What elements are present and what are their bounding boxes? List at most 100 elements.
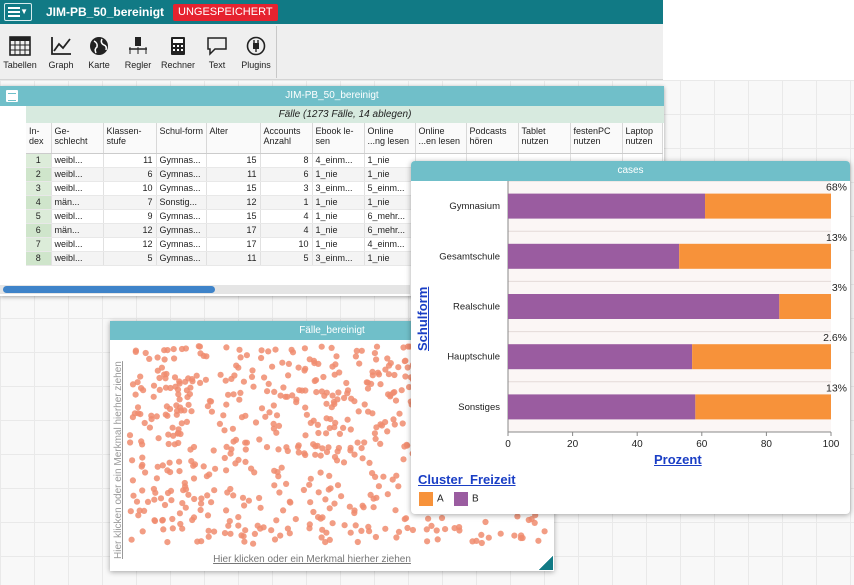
scatter-point[interactable] <box>197 379 204 386</box>
row-index-cell[interactable]: 5 <box>26 209 52 224</box>
scatter-point[interactable] <box>161 371 168 378</box>
scatter-point[interactable] <box>344 416 351 423</box>
scatter-point[interactable] <box>230 391 237 398</box>
scatter-point[interactable] <box>164 539 171 546</box>
scatter-point[interactable] <box>185 375 192 382</box>
table-cell[interactable]: 11 <box>206 167 261 182</box>
scatter-point[interactable] <box>478 531 485 538</box>
scatter-point[interactable] <box>302 404 309 411</box>
scatter-point[interactable] <box>135 512 142 519</box>
table-cell[interactable]: 15 <box>206 181 261 196</box>
row-index-cell[interactable]: 6 <box>26 223 52 238</box>
scatter-point[interactable] <box>404 343 412 350</box>
scatter-point[interactable] <box>377 421 384 428</box>
scatter-point[interactable] <box>424 538 431 545</box>
scatter-point[interactable] <box>183 418 190 425</box>
scatter-point[interactable] <box>277 392 284 399</box>
scatter-point[interactable] <box>261 374 268 381</box>
scatter-point[interactable] <box>204 403 211 410</box>
scatter-point[interactable] <box>370 504 377 511</box>
scatter-point[interactable] <box>356 360 363 367</box>
scatter-point[interactable] <box>280 507 287 514</box>
scatter-point[interactable] <box>438 514 446 522</box>
scatter-point[interactable] <box>351 509 358 517</box>
scatter-point[interactable] <box>314 421 321 428</box>
scatter-point[interactable] <box>400 456 407 463</box>
scatter-point[interactable] <box>369 470 376 477</box>
scatter-point[interactable] <box>240 533 247 540</box>
table-cell[interactable]: 4 <box>260 223 313 238</box>
scatter-point[interactable] <box>188 408 195 415</box>
table-cell[interactable]: Gymnas... <box>156 153 207 168</box>
case-table-window[interactable]: JIM-PB_50_bereinigt Fälle (1273 Fälle, 1… <box>0 86 664 296</box>
scatter-point[interactable] <box>205 527 212 534</box>
scatter-point[interactable] <box>161 356 168 363</box>
scatter-point[interactable] <box>211 528 218 535</box>
tool-tables-button[interactable]: Tabellen <box>2 36 38 76</box>
scatter-point[interactable] <box>319 514 326 521</box>
scatter-point[interactable] <box>406 384 413 391</box>
table-cell[interactable]: 6 <box>260 167 313 182</box>
scatter-point[interactable] <box>221 454 228 462</box>
scatter-point[interactable] <box>197 506 204 514</box>
table-cell[interactable]: 1_nie <box>364 195 416 210</box>
scatter-point[interactable] <box>206 397 213 405</box>
scatter-point[interactable] <box>235 514 242 521</box>
scatter-point[interactable] <box>298 387 306 394</box>
scatter-point[interactable] <box>391 389 398 396</box>
scatter-point[interactable] <box>286 530 293 537</box>
scatter-point[interactable] <box>187 384 194 391</box>
scatter-point[interactable] <box>141 507 148 514</box>
scatter-point[interactable] <box>171 374 179 381</box>
scatter-point[interactable] <box>156 374 163 382</box>
scatter-point[interactable] <box>129 381 137 388</box>
scatter-point[interactable] <box>352 522 359 529</box>
tool-map-button[interactable]: Karte <box>84 36 114 76</box>
scatter-point[interactable] <box>525 516 532 524</box>
scatter-point[interactable] <box>351 451 358 458</box>
column-header[interactable]: In-dex <box>26 123 52 154</box>
scatter-point[interactable] <box>265 348 272 355</box>
scatter-point[interactable] <box>136 507 143 514</box>
table-cell[interactable]: 9 <box>103 209 157 224</box>
scatter-point[interactable] <box>208 408 215 415</box>
table-cell[interactable]: 6_mehr... <box>364 209 416 224</box>
scatter-point[interactable] <box>154 354 161 361</box>
scatter-point[interactable] <box>193 372 200 379</box>
scatter-point[interactable] <box>322 496 329 503</box>
column-header[interactable]: Ge-schlecht <box>51 123 104 154</box>
column-header[interactable]: Online ...en lesen <box>415 123 467 154</box>
scatter-point[interactable] <box>323 400 330 407</box>
scatter-point[interactable] <box>240 378 247 385</box>
scatter-point[interactable] <box>185 491 192 498</box>
row-index-cell[interactable]: 8 <box>26 251 52 266</box>
scatter-point[interactable] <box>155 435 162 442</box>
scatter-point[interactable] <box>364 379 371 386</box>
scatter-point[interactable] <box>404 442 411 449</box>
scatter-point[interactable] <box>164 489 172 497</box>
scatter-point[interactable] <box>208 499 215 506</box>
scatter-point[interactable] <box>235 522 242 529</box>
scatter-point[interactable] <box>399 420 406 427</box>
scatter-point[interactable] <box>151 517 158 524</box>
scatter-point[interactable] <box>369 368 376 375</box>
scatter-point[interactable] <box>182 504 189 511</box>
scatter-point[interactable] <box>317 452 324 459</box>
scatter-point[interactable] <box>205 533 212 540</box>
hamburger-menu-button[interactable]: ▼ <box>4 3 32 21</box>
table-cell[interactable]: 17 <box>206 223 261 238</box>
table-cell[interactable]: 1_nie <box>364 251 416 266</box>
table-cell[interactable]: weibl... <box>51 181 104 196</box>
scatter-point[interactable] <box>377 440 384 447</box>
scatter-point[interactable] <box>343 379 350 387</box>
scatter-point[interactable] <box>333 353 340 360</box>
scatter-point[interactable] <box>161 501 169 509</box>
scatter-point[interactable] <box>237 354 244 361</box>
scatter-point[interactable] <box>221 530 229 537</box>
bar-segment-b[interactable] <box>508 243 680 269</box>
column-header[interactable]: Podcasts hören <box>466 123 519 154</box>
scatter-point[interactable] <box>358 347 365 354</box>
scatter-point[interactable] <box>271 388 278 395</box>
scatter-point[interactable] <box>154 463 161 470</box>
row-index-cell[interactable]: 1 <box>26 153 52 168</box>
